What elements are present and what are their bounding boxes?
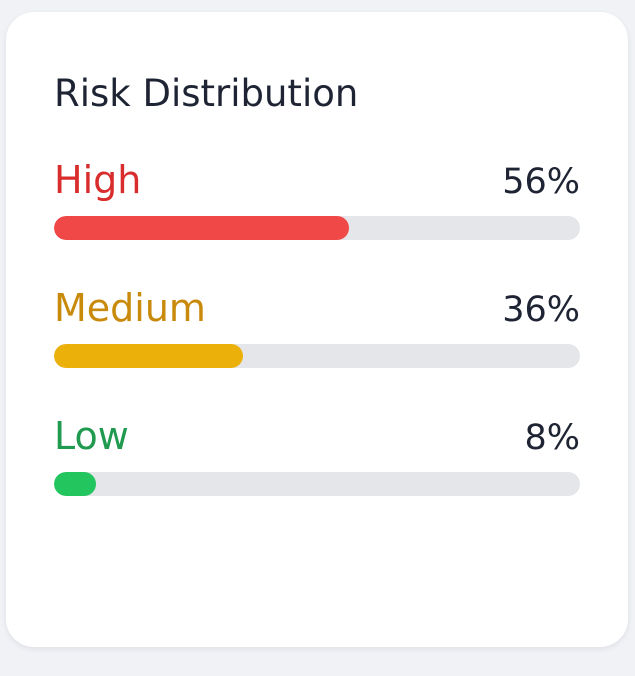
progress-track-low xyxy=(54,472,580,496)
card-title: Risk Distribution xyxy=(54,72,359,115)
risk-row-medium: Medium 36% xyxy=(54,284,580,368)
progress-track-medium xyxy=(54,344,580,368)
risk-distribution-card: Risk Distribution High 56% Medium 36% Lo… xyxy=(6,12,628,647)
risk-row-header: High 56% xyxy=(54,156,580,204)
progress-fill-high xyxy=(54,216,349,240)
risk-label-high: High xyxy=(54,158,142,202)
risk-list: High 56% Medium 36% Low 8% xyxy=(54,156,580,496)
risk-label-medium: Medium xyxy=(54,286,206,330)
progress-fill-medium xyxy=(54,344,244,368)
risk-row-low: Low 8% xyxy=(54,412,580,496)
risk-value-low: 8% xyxy=(524,418,580,458)
risk-value-high: 56% xyxy=(502,162,580,202)
risk-label-low: Low xyxy=(54,414,129,458)
risk-value-medium: 36% xyxy=(502,290,580,330)
progress-track-high xyxy=(54,216,580,240)
risk-row-header: Low 8% xyxy=(54,412,580,460)
risk-row-high: High 56% xyxy=(54,156,580,240)
progress-fill-low xyxy=(54,472,97,496)
risk-row-header: Medium 36% xyxy=(54,284,580,332)
